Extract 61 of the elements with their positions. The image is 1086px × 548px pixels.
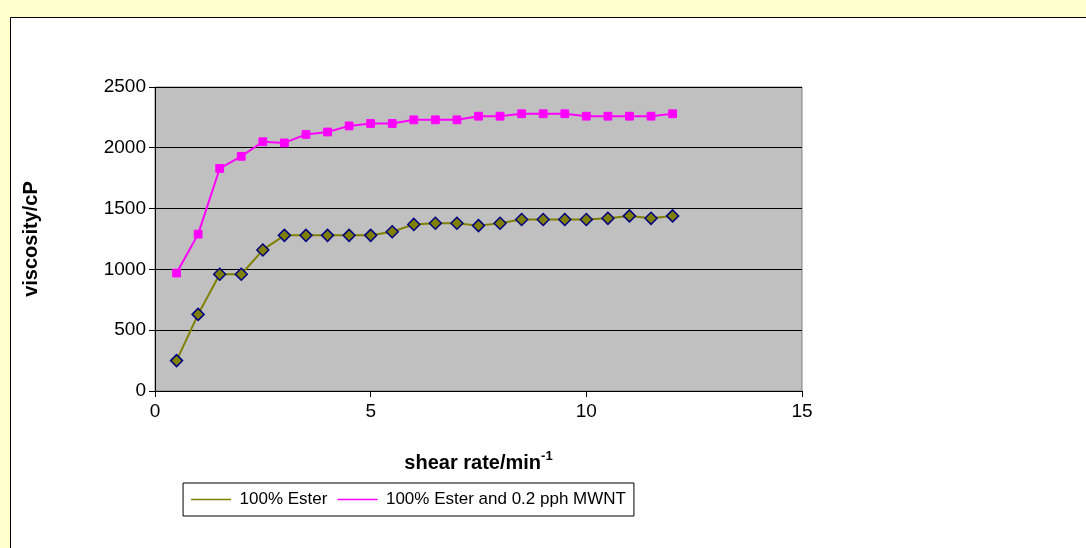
- point: [236, 151, 246, 161]
- point: [258, 137, 268, 147]
- point: [474, 111, 483, 121]
- y-tick-label: 1500: [103, 196, 146, 218]
- point: [366, 119, 376, 128]
- point: [428, 216, 443, 230]
- point: [256, 243, 270, 257]
- point: [323, 127, 332, 137]
- point: [299, 228, 313, 243]
- legend-label: 100% Ester: [239, 489, 328, 509]
- point: [212, 267, 227, 282]
- point: [193, 229, 203, 239]
- y-tick-label: 1000: [103, 257, 146, 279]
- point: [558, 212, 572, 227]
- y-tick-label: 2500: [103, 75, 146, 97]
- y-tick-label: 2000: [103, 136, 146, 158]
- point: [234, 267, 249, 282]
- point: [277, 228, 292, 243]
- point: [172, 268, 181, 278]
- point: [301, 130, 311, 139]
- point: [452, 115, 462, 125]
- point: [622, 209, 637, 223]
- point: [646, 111, 656, 121]
- point: [215, 164, 225, 173]
- legend-label: 100% Ester and 0.2 pph MWNT: [385, 489, 626, 509]
- point: [280, 138, 289, 148]
- point: [536, 212, 550, 227]
- point: [625, 111, 634, 121]
- x-tick-label: 0: [149, 399, 161, 421]
- point: [344, 121, 354, 131]
- point: [603, 111, 613, 121]
- point: [517, 109, 527, 119]
- x-tick-label: 10: [575, 399, 597, 421]
- point: [471, 218, 486, 233]
- x-tick-label: 5: [365, 399, 376, 421]
- point: [169, 353, 184, 368]
- point: [385, 224, 399, 239]
- point: [409, 115, 419, 125]
- point: [493, 216, 507, 230]
- point: [560, 109, 570, 119]
- y-axis-title: viscosity/cP: [18, 181, 41, 297]
- point: [342, 228, 356, 243]
- y-tick-label: 0: [135, 379, 146, 401]
- point: [581, 111, 591, 121]
- y-tick-label: 500: [114, 318, 146, 340]
- point: [514, 212, 529, 227]
- point: [668, 109, 677, 119]
- x-tick-label: 15: [791, 399, 813, 421]
- point: [320, 228, 335, 243]
- point: [363, 228, 378, 243]
- point: [579, 212, 594, 227]
- point: [407, 217, 421, 232]
- point: [387, 119, 397, 128]
- point: [538, 109, 548, 119]
- point: [191, 307, 205, 322]
- point: [644, 211, 658, 226]
- point: [450, 216, 464, 230]
- point: [601, 211, 615, 226]
- point: [495, 111, 505, 121]
- point: [430, 115, 440, 125]
- point: [665, 209, 680, 223]
